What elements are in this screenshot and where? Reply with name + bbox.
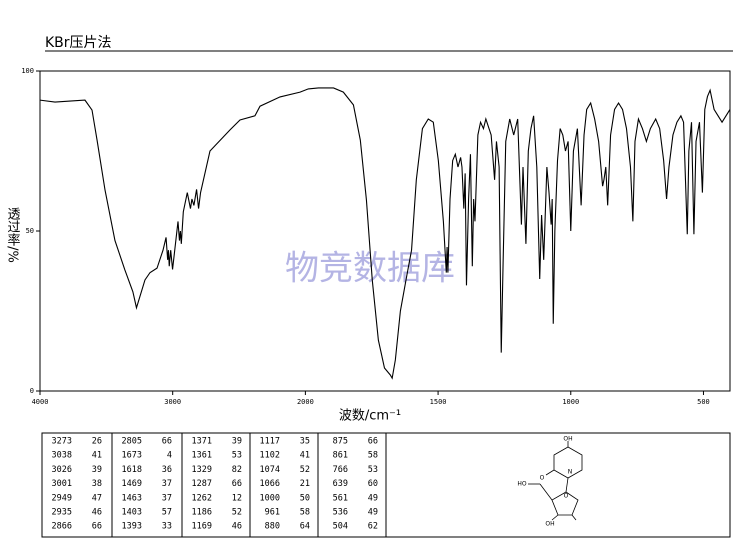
peak-transmittance: 49 xyxy=(368,508,378,518)
y-axis-label: 透过率/% xyxy=(5,207,21,263)
structure-label: O xyxy=(564,493,569,500)
peak-wavenumber: 1403 xyxy=(122,508,142,518)
peak-transmittance: 21 xyxy=(300,479,310,489)
peak-wavenumber: 3026 xyxy=(52,465,72,475)
structure-label: HO xyxy=(517,481,527,488)
structure xyxy=(528,441,583,521)
peak-wavenumber: 561 xyxy=(333,493,348,503)
peak-wavenumber: 1287 xyxy=(192,479,212,489)
peak-transmittance: 58 xyxy=(368,451,378,461)
peak-transmittance: 52 xyxy=(300,465,310,475)
peak-transmittance: 66 xyxy=(368,437,378,447)
peak-wavenumber: 2949 xyxy=(52,493,72,503)
spectrum-line xyxy=(39,87,731,380)
peak-wavenumber: 1262 xyxy=(192,493,212,503)
peak-wavenumber: 1469 xyxy=(122,479,142,489)
peak-transmittance: 50 xyxy=(300,493,310,503)
x-tick-label: 4000 xyxy=(32,398,49,406)
peak-wavenumber: 861 xyxy=(333,451,348,461)
structure-label: OH xyxy=(545,521,554,528)
peak-transmittance: 46 xyxy=(232,522,242,532)
peak-transmittance: 57 xyxy=(162,508,172,518)
peak-transmittance: 62 xyxy=(368,522,378,532)
peak-wavenumber: 1000 xyxy=(260,493,280,503)
peak-wavenumber: 1393 xyxy=(122,522,142,532)
peak-transmittance: 37 xyxy=(162,493,172,503)
peak-wavenumber: 2805 xyxy=(122,437,142,447)
peak-transmittance: 47 xyxy=(92,493,102,503)
peak-transmittance: 35 xyxy=(300,437,310,447)
peak-wavenumber: 875 xyxy=(333,437,348,447)
peak-wavenumber: 3001 xyxy=(52,479,72,489)
peak-wavenumber: 2935 xyxy=(52,508,72,518)
structure-label: N xyxy=(568,469,573,476)
peak-wavenumber: 3038 xyxy=(52,451,72,461)
peak-wavenumber: 1618 xyxy=(122,465,142,475)
y-tick-label: 100 xyxy=(21,67,34,75)
peak-transmittance: 39 xyxy=(232,437,242,447)
peak-wavenumber: 3273 xyxy=(52,437,72,447)
peak-wavenumber: 1066 xyxy=(260,479,280,489)
peak-transmittance: 66 xyxy=(92,522,102,532)
peak-transmittance: 53 xyxy=(368,465,378,475)
structure-label: O xyxy=(540,475,545,482)
peak-wavenumber: 1361 xyxy=(192,451,212,461)
peak-transmittance: 52 xyxy=(232,508,242,518)
peak-wavenumber: 639 xyxy=(333,479,348,489)
peak-wavenumber: 1102 xyxy=(260,451,280,461)
x-tick-label: 1500 xyxy=(430,398,447,406)
peak-transmittance: 26 xyxy=(92,437,102,447)
peak-wavenumber: 1329 xyxy=(192,465,212,475)
peak-transmittance: 4 xyxy=(167,451,172,461)
x-tick-label: 500 xyxy=(697,398,710,406)
structure-label: OH xyxy=(563,436,572,443)
peak-transmittance: 82 xyxy=(232,465,242,475)
peak-transmittance: 60 xyxy=(368,479,378,489)
peak-wavenumber: 1673 xyxy=(122,451,142,461)
peak-transmittance: 36 xyxy=(162,465,172,475)
y-tick-label: 0 xyxy=(30,387,34,395)
peak-transmittance: 58 xyxy=(300,508,310,518)
peak-wavenumber: 2866 xyxy=(52,522,72,532)
peak-transmittance: 64 xyxy=(300,522,310,532)
title: KBr压片法 xyxy=(45,35,112,51)
peak-transmittance: 38 xyxy=(92,479,102,489)
plot-frame xyxy=(39,70,731,392)
peak-wavenumber: 961 xyxy=(265,508,280,518)
peak-wavenumber: 1186 xyxy=(192,508,212,518)
x-tick-label: 2000 xyxy=(297,398,314,406)
peak-transmittance: 46 xyxy=(92,508,102,518)
peak-wavenumber: 1169 xyxy=(192,522,212,532)
peak-wavenumber: 880 xyxy=(265,522,280,532)
peak-wavenumber: 1463 xyxy=(122,493,142,503)
peak-wavenumber: 1074 xyxy=(260,465,280,475)
peak-transmittance: 66 xyxy=(162,437,172,447)
peak-transmittance: 12 xyxy=(232,493,242,503)
peak-transmittance: 53 xyxy=(232,451,242,461)
x-tick-label: 1000 xyxy=(562,398,579,406)
peak-wavenumber: 766 xyxy=(333,465,348,475)
y-tick-label: 50 xyxy=(26,227,34,235)
peak-wavenumber: 536 xyxy=(333,508,348,518)
peak-transmittance: 41 xyxy=(300,451,310,461)
peak-transmittance: 39 xyxy=(92,465,102,475)
peak-wavenumber: 1371 xyxy=(192,437,212,447)
peak-transmittance: 49 xyxy=(368,493,378,503)
peak-transmittance: 41 xyxy=(92,451,102,461)
peak-transmittance: 66 xyxy=(232,479,242,489)
peak-transmittance: 37 xyxy=(162,479,172,489)
peak-wavenumber: 1117 xyxy=(260,437,280,447)
peak-wavenumber: 504 xyxy=(333,522,348,532)
x-tick-label: 3000 xyxy=(164,398,181,406)
x-axis-label: 波数/cm⁻¹ xyxy=(339,409,401,424)
peak-transmittance: 33 xyxy=(162,522,172,532)
